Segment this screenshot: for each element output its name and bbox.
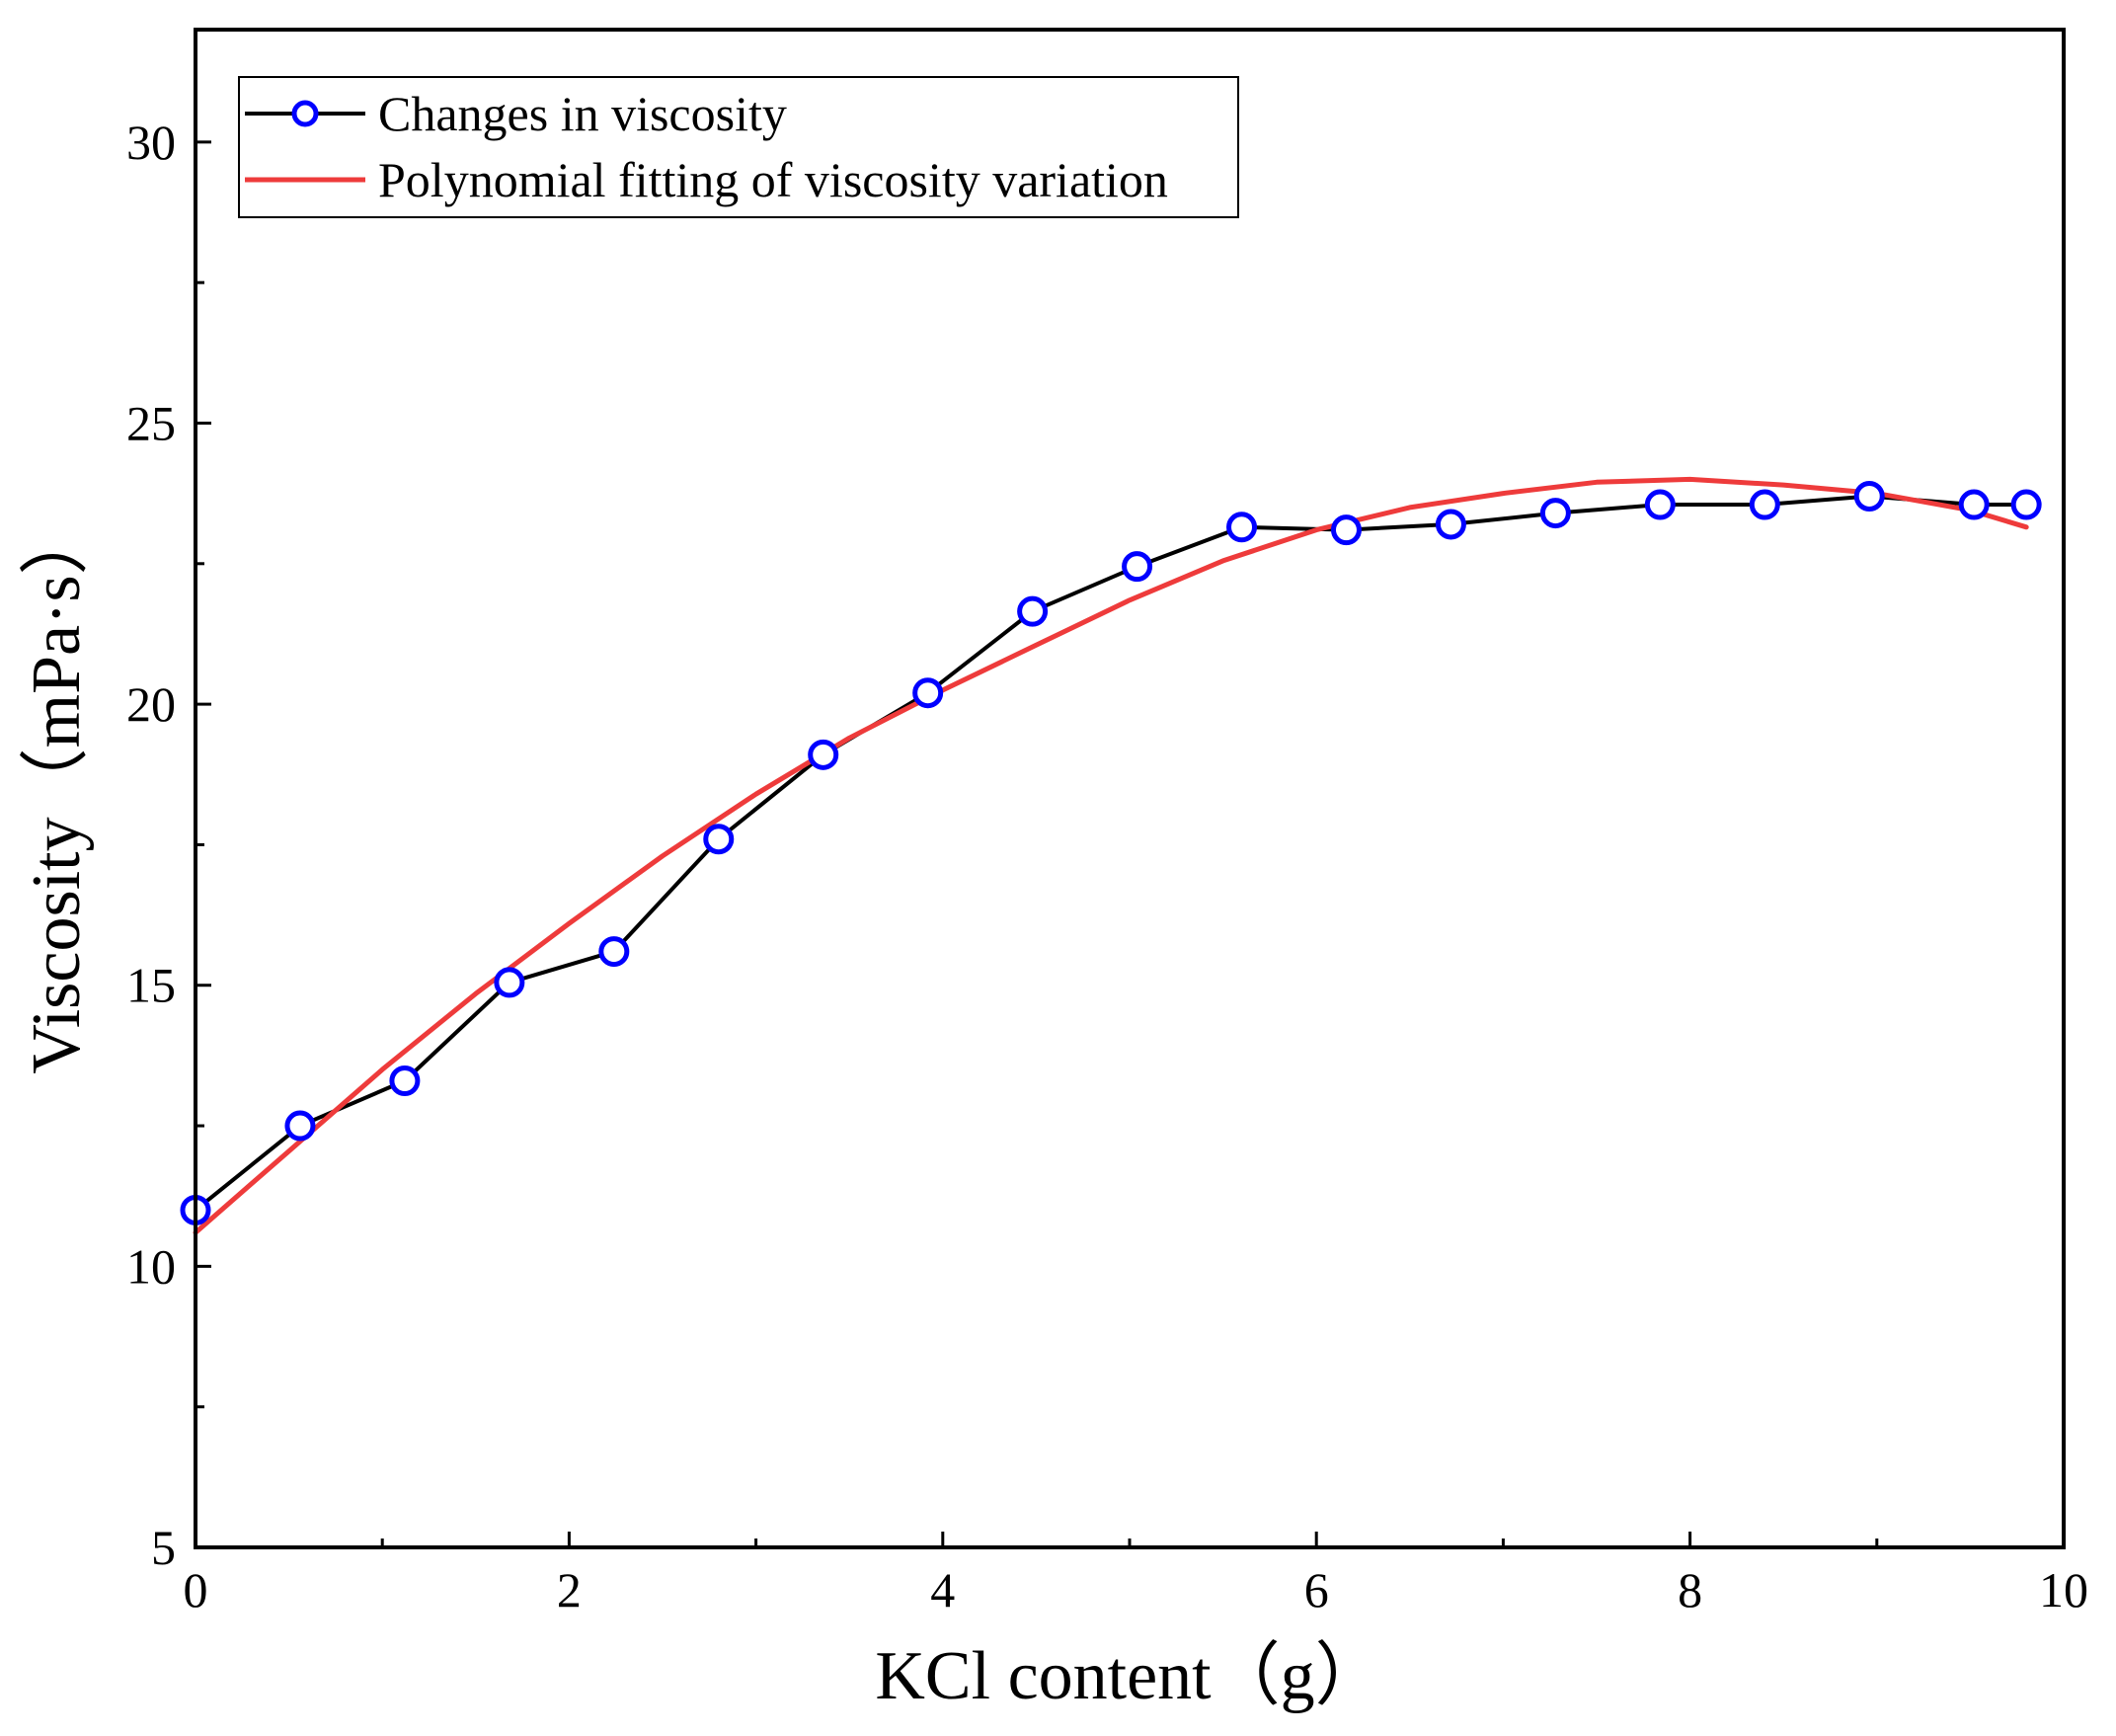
data-point: [1226, 512, 1258, 543]
legend-label-observed: Changes in viscosity: [378, 86, 787, 141]
data-point: [1644, 489, 1676, 520]
data-point: [494, 967, 525, 998]
y-axis-title: Viscosity（mPa·s）: [19, 506, 95, 1073]
data-point: [1330, 514, 1362, 546]
data-point: [1853, 480, 1885, 512]
x-tick-label: 4: [930, 1562, 955, 1618]
legend-box: [238, 76, 1239, 218]
x-tick-label: 8: [1678, 1562, 1702, 1618]
data-point: [808, 739, 839, 770]
ticks-layer: 0 2 4 6 8 10 5 10 15 20 25 30: [126, 115, 2088, 1618]
legend: Changes in viscosity Polynomial fitting …: [238, 76, 1239, 218]
x-tick-label: 10: [2039, 1562, 2088, 1618]
y-tick-label: 15: [126, 958, 176, 1013]
x-tick-label: 2: [557, 1562, 582, 1618]
data-point: [1958, 489, 1990, 520]
data-point: [1435, 509, 1466, 540]
x-axis-title: KCl content（g）: [875, 1638, 1383, 1714]
x-tick-label: 0: [184, 1562, 208, 1618]
data-point: [1122, 551, 1153, 583]
data-point: [2010, 489, 2042, 520]
data-point: [703, 824, 735, 855]
y-tick-label: 10: [126, 1238, 176, 1294]
x-tick-label: 6: [1304, 1562, 1329, 1618]
legend-label-fit: Polynomial fitting of viscosity variatio…: [378, 152, 1168, 207]
data-point: [284, 1110, 316, 1142]
data-point: [1539, 498, 1571, 529]
data-point: [1017, 595, 1049, 627]
y-tick-label: 5: [151, 1520, 176, 1575]
data-point: [598, 936, 630, 968]
data-point: [912, 677, 944, 709]
y-tick-label: 25: [126, 395, 176, 450]
y-tick-label: 20: [126, 676, 176, 732]
data-point: [389, 1065, 421, 1097]
data-point: [1749, 489, 1780, 520]
series-layer: [180, 476, 2042, 1235]
y-tick-label: 30: [126, 115, 176, 170]
legend-marker-observed: [291, 100, 319, 127]
